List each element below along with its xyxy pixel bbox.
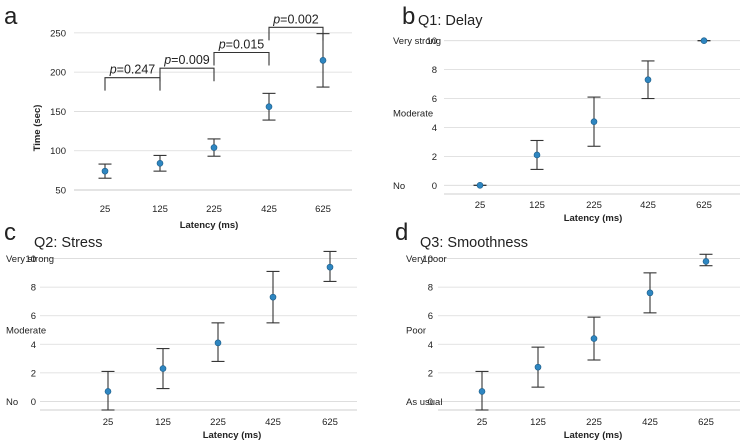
panel-a-significance-bracket (104, 77, 161, 91)
panel-a-data-point (319, 57, 327, 64)
panel-d-x-tick-label: 125 (530, 417, 546, 428)
panel-c-data-point (269, 293, 277, 301)
panel-d-x-tick-label: 425 (642, 417, 658, 428)
panel-a-x-tick-label: 25 (100, 204, 111, 215)
panel-b-title: Q1: Delay (418, 13, 483, 29)
panel-b-x-tick-label: 125 (529, 200, 545, 211)
panel-d-y-category-label: Poor (406, 326, 426, 337)
panel-c-letter: c (4, 219, 16, 246)
panel-b-y-category-label: Very strong (393, 36, 441, 47)
panel-b-x-tick-label: 625 (696, 200, 712, 211)
panel-a-data-point (101, 167, 109, 175)
panel-b-y-tick-label: 6 (432, 94, 437, 105)
panel-b-x-tick-label: 425 (640, 200, 656, 211)
panel-c-y-category-label: Moderate (6, 326, 46, 337)
panel-c-x-tick-label: 625 (322, 417, 338, 428)
panel-a-p-value-label: p=0.247 (109, 63, 156, 77)
panel-a-data-point (156, 159, 164, 167)
panel-c-y-category-label: Very strong (6, 254, 54, 265)
panel-d-x-tick-label: 25 (477, 417, 488, 428)
panel-b-data-point (644, 76, 652, 84)
panel-c-y-tick-label: 4 (31, 340, 36, 351)
panel-a-y-tick-label: 150 (50, 107, 66, 118)
panel-a-x-tick-label: 625 (315, 204, 331, 215)
panel-a-significance-bracket (213, 51, 270, 66)
panel-a-y-tick-label: 250 (50, 28, 66, 39)
panel-d-letter: d (395, 219, 408, 246)
panel-c-title: Q2: Stress (34, 235, 103, 251)
panel-b-y-tick-label: 8 (432, 65, 437, 76)
panel-d-title: Q3: Smoothness (420, 235, 528, 251)
panel-d-y-tick-label: 8 (428, 283, 433, 294)
panel-c-data-point (159, 365, 167, 372)
panel-a-x-tick-label: 125 (152, 204, 168, 215)
panel-c: c Q2: Stress Latency (ms) 0 2 4 6 8 10 No Moder… (4, 219, 357, 441)
panel-c-y-tick-label: 0 (31, 397, 36, 408)
panel-d-y-tick-label: 4 (428, 340, 433, 351)
panel-a-letter: a (4, 3, 18, 30)
panel-c-data-point (104, 388, 112, 395)
panel-d-y-tick-label: 10 (422, 254, 433, 265)
panel-a: a Time (sec) Latency (ms) 50 100 150 200 250… (4, 3, 352, 231)
panel-b-data-point (533, 151, 541, 159)
panel-a-x-axis-title: Latency (ms) (180, 220, 239, 231)
panel-b-y-category-label: No (393, 181, 405, 192)
panel-d-x-tick-label: 225 (586, 417, 602, 428)
panel-b-y-tick-label: 0 (432, 181, 437, 192)
panel-c-x-axis-title: Latency (ms) (203, 430, 262, 441)
panel-c-y-tick-label: 2 (31, 368, 36, 379)
panel-b-y-tick-label: 10 (426, 36, 437, 47)
panel-d-y-tick-label: 0 (428, 397, 433, 408)
panel-b-y-tick-label: 2 (432, 152, 437, 163)
panel-b-data-point (700, 37, 708, 44)
panel-b-letter: b (402, 3, 415, 30)
panel-a-p-value-label: p=0.002 (272, 12, 319, 26)
panel-a-x-tick-label: 225 (206, 204, 222, 215)
panel-c-y-tick-label: 8 (31, 283, 36, 294)
panel-a-y-tick-label: 100 (50, 146, 66, 157)
panel-b: b Q1: Delay Latency (ms) 0 2 4 6 8 10 No Modera… (393, 3, 740, 224)
panel-d-data-point (478, 388, 486, 395)
panel-d: d Q3: Smoothness Latency (ms) 0 2 4 6 8 10 As … (395, 219, 740, 441)
panel-d-data-point (590, 335, 598, 342)
panel-d-data-point (646, 289, 654, 297)
panel-a-significance-bracket (268, 26, 324, 41)
panel-a-x-tick-label: 425 (261, 204, 277, 215)
panel-d-y-tick-label: 2 (428, 368, 433, 379)
panel-a-data-point (265, 103, 273, 111)
panel-d-data-point (534, 363, 542, 371)
panel-c-x-tick-label: 125 (155, 417, 171, 428)
panel-d-y-category-label: As usual (406, 397, 442, 408)
panel-a-y-tick-label: 200 (50, 68, 66, 79)
panel-a-p-value-label: p=0.015 (218, 38, 265, 52)
panel-c-y-tick-label: 10 (25, 254, 36, 265)
panel-b-data-point (590, 118, 598, 125)
panel-c-y-category-label: No (6, 397, 18, 408)
panel-a-y-tick-label: 50 (55, 186, 66, 197)
panel-b-data-point (476, 182, 484, 189)
panel-b-y-category-label: Moderate (393, 109, 433, 120)
panel-c-x-tick-label: 425 (265, 417, 281, 428)
panel-a-significance-bracket (159, 67, 215, 82)
panel-a-data-point (210, 144, 218, 151)
panel-d-x-axis-title: Latency (ms) (564, 430, 623, 441)
panel-d-y-category-label: Very poor (406, 254, 447, 265)
panel-b-x-tick-label: 25 (475, 200, 486, 211)
panel-c-x-tick-label: 225 (210, 417, 226, 428)
panel-c-y-tick-label: 6 (31, 311, 36, 322)
panel-b-x-axis-title: Latency (ms) (564, 213, 623, 224)
panel-d-x-tick-label: 625 (698, 417, 714, 428)
panel-a-y-axis-title: Time (sec) (32, 105, 43, 152)
panel-c-x-tick-label: 25 (103, 417, 114, 428)
panel-a-p-value-label: p=0.009 (163, 53, 210, 67)
panel-c-data-point (214, 339, 222, 347)
panel-d-y-tick-label: 6 (428, 311, 433, 322)
panel-d-data-point (702, 258, 710, 265)
panel-b-y-tick-label: 4 (432, 123, 437, 134)
panel-c-data-point (326, 263, 334, 271)
panel-b-x-tick-label: 225 (586, 200, 602, 211)
